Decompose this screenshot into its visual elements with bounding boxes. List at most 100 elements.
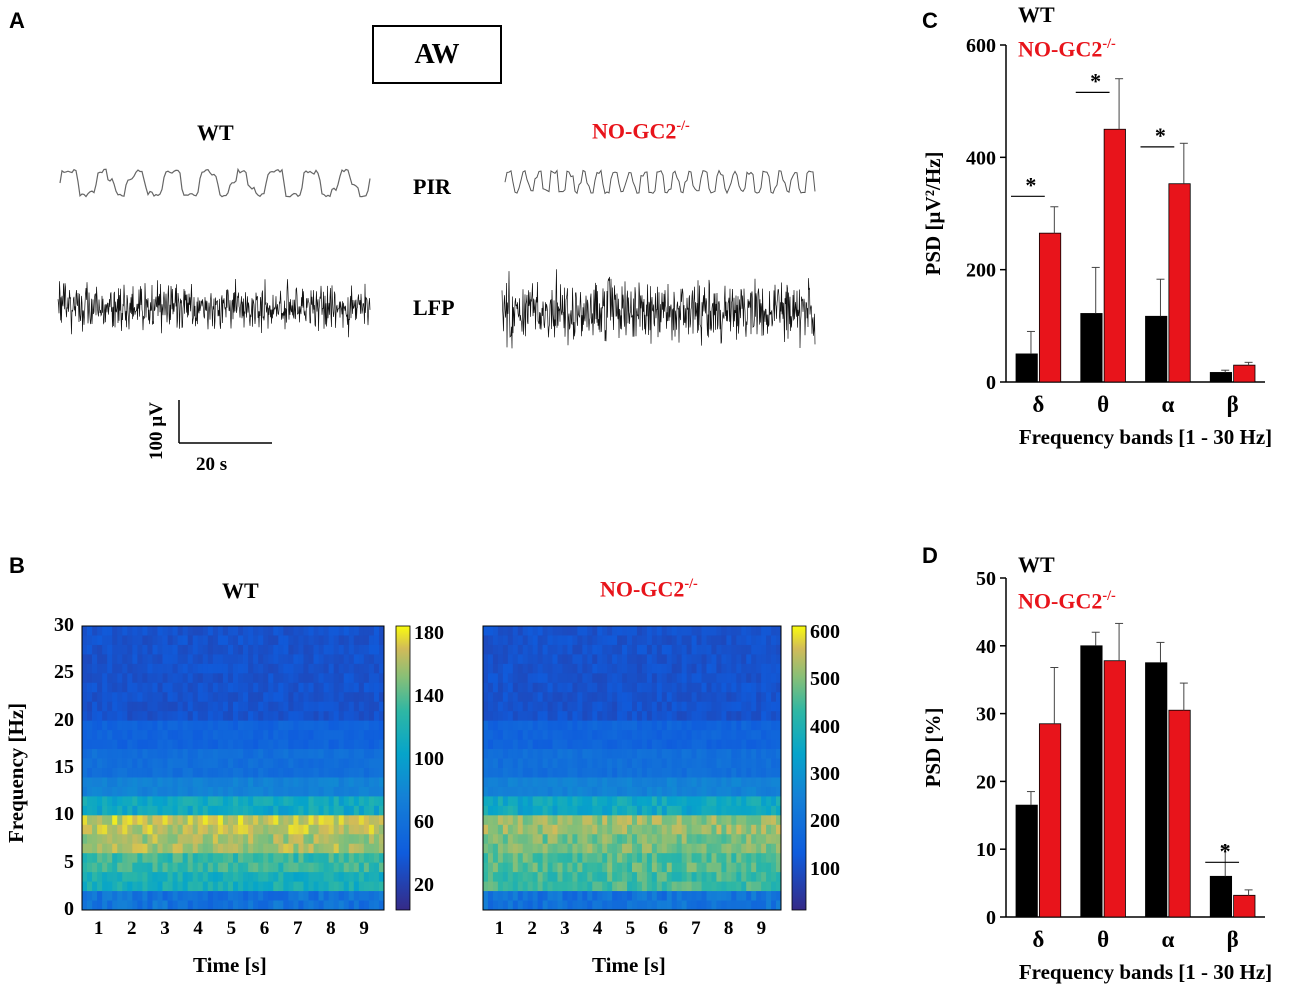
scale-voltage-label: 100 µV [146, 402, 167, 460]
bar-ko [1103, 660, 1126, 918]
bar-wt [1080, 645, 1103, 918]
pir-label: PIR [413, 174, 451, 199]
spectrogram-ko-frame [482, 625, 782, 911]
spectrogram-x-tick: 2 [527, 918, 537, 939]
spectrogram-y-tick: 30 [54, 614, 74, 636]
spectrogram-x-tick: 1 [93, 918, 104, 939]
bar-wt [1080, 313, 1103, 383]
y-axis-label: PSD [µV²/Hz] [921, 152, 945, 276]
spectrogram-x-tick: 2 [127, 918, 137, 939]
colorbar-tick: 140 [414, 685, 444, 707]
panel-label-d: D [922, 543, 938, 568]
spectrogram-x-tick: 3 [560, 918, 570, 939]
bar-wt [1209, 875, 1233, 918]
category-label: δ [1032, 927, 1044, 952]
bar-wt [1015, 804, 1038, 918]
y-tick-label: 40 [976, 636, 996, 658]
spectrogram-x-tick: 5 [625, 918, 636, 939]
pir-trace-wt [59, 167, 371, 198]
colorbar-tick: 300 [810, 763, 840, 786]
category-label: α [1161, 927, 1174, 952]
y-tick-label: 600 [966, 35, 996, 57]
colorbar-tick: 180 [414, 621, 444, 644]
significance-star: * [1155, 123, 1166, 148]
traces-svg [57, 167, 816, 444]
state-box: AW [372, 25, 502, 84]
lfp-label: LFP [413, 295, 455, 320]
legend-d-ko: NO-GC2-/- [1018, 588, 1116, 614]
spectrogram-x-tick: 9 [756, 918, 767, 939]
spectrogram-x-tick: 4 [193, 918, 203, 939]
y-tick-label: 0 [986, 372, 996, 394]
spectrogram-x-tick: 8 [723, 918, 734, 939]
colorbar-tick: 20 [414, 874, 434, 897]
spectrogram-ko-heatmap [483, 626, 782, 911]
bar-wt [1145, 662, 1168, 918]
legend-c-ko: NO-GC2-/- [1018, 36, 1116, 62]
colorbar-wt [395, 625, 411, 911]
spectrogram-x-tick: 7 [292, 918, 303, 939]
y-tick-label: 50 [976, 568, 996, 590]
bar-ko [1038, 232, 1062, 383]
spectrogram-ko-x-axis-label: Time [s] [592, 953, 666, 977]
spectrogram-x-tick: 5 [226, 918, 237, 939]
panel-label-b: B [9, 553, 25, 578]
spectrogram-x-tick: 9 [359, 918, 369, 939]
y-tick-label: 10 [976, 839, 996, 861]
spectrogram-y-tick: 25 [54, 661, 74, 684]
bar-wt [1145, 315, 1168, 383]
bar-ko [1168, 709, 1191, 918]
spectrogram-ko-title: NO-GC2-/- [600, 576, 698, 602]
legend-c-wt: WT [1018, 2, 1055, 27]
lfp-trace-ko [501, 269, 816, 349]
spectrogram-x-tick: 1 [494, 918, 505, 939]
pir-trace-ko [504, 169, 816, 195]
spectrograms-svg [81, 625, 807, 911]
x-axis-label: Frequency bands [1 - 30 Hz] [1019, 425, 1272, 449]
scale-time-label: 20 s [196, 454, 228, 475]
colorbar-tick: 400 [810, 715, 840, 738]
colorbar-tick: 600 [810, 621, 840, 644]
y-tick-label: 30 [976, 704, 996, 726]
spectrogram-x-tick: 8 [326, 918, 336, 939]
bar-wt [1209, 372, 1233, 383]
spectrogram-y-axis-label: Frequency [Hz] [4, 702, 28, 843]
spectrogram-wt-title: WT [222, 578, 259, 603]
bar-ko [1038, 723, 1062, 918]
spectrogram-x-tick: 3 [160, 918, 170, 939]
wt-trace-label: WT [197, 120, 234, 145]
bar-chart-d: 0 10 20 30 40 50 δ θ α β * PSD [%] Frequency bands [… [921, 568, 1272, 984]
lfp-trace-wt [57, 278, 371, 338]
y-tick-label: 400 [966, 147, 996, 169]
bar-ko [1233, 894, 1256, 918]
category-label: θ [1097, 927, 1109, 952]
y-tick-label: 0 [986, 907, 996, 929]
spectrogram-y-tick: 0 [64, 898, 74, 920]
spectrogram-x-tick: 7 [691, 918, 701, 939]
colorbar-tick: 60 [414, 811, 434, 834]
spectrogram-x-tick: 4 [592, 918, 603, 939]
spectrogram-wt-x-axis-label: Time [s] [193, 953, 267, 977]
y-axis-label: PSD [%] [921, 708, 945, 788]
y-tick-label: 200 [966, 260, 996, 282]
category-label: α [1161, 392, 1174, 417]
significance-star: * [1025, 172, 1036, 197]
legend-d-wt: WT [1018, 552, 1055, 577]
category-label: δ [1032, 392, 1044, 417]
category-label: β [1227, 927, 1239, 952]
spectrogram-wt-frame [81, 625, 385, 911]
colorbar-tick: 100 [414, 748, 444, 771]
spectrogram-y-tick: 10 [54, 803, 74, 826]
spectrogram-wt-heatmap [82, 626, 385, 911]
bar-ko [1233, 364, 1256, 383]
panel-label-a: A [9, 8, 25, 33]
spectrogram-x-tick: 6 [658, 918, 668, 939]
significance-star: * [1220, 838, 1231, 863]
colorbar-tick: 500 [810, 668, 840, 691]
panel-label-c: C [922, 8, 938, 33]
category-label: β [1227, 392, 1239, 417]
spectrogram-x-tick: 6 [259, 918, 270, 939]
bar-chart-c: 0 200 400 600 δ * θ * α * β PSD [µV²/Hz] Frequency b… [921, 35, 1272, 449]
significance-star: * [1090, 68, 1101, 93]
ko-trace-label: NO-GC2-/- [592, 118, 690, 144]
